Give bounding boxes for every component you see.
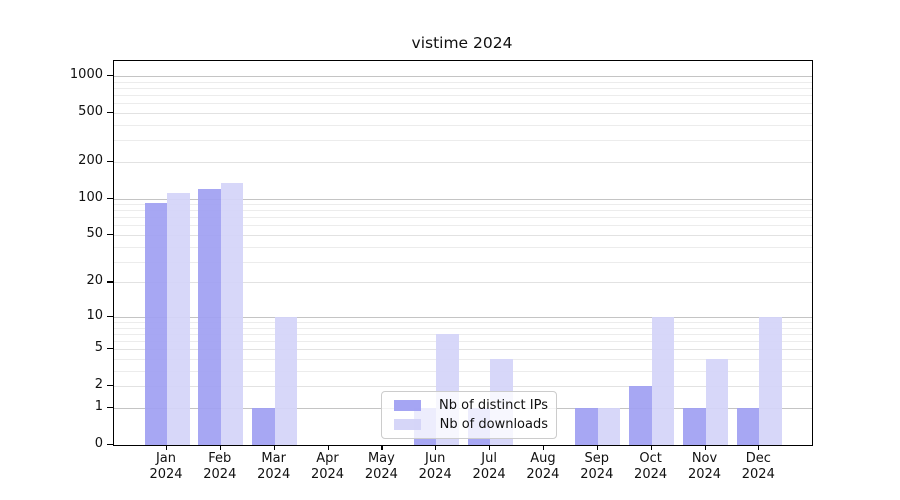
gridline-mid [114,161,812,163]
bar-downloads [759,316,782,445]
bar-distinct-ips [575,408,598,445]
x-tick-mark [704,445,706,450]
gridline-mid [114,282,812,284]
y-tick-label: 2 [94,377,103,393]
y-tick-mark [107,315,113,318]
gridline-minor [114,327,812,329]
gridline-minor [114,359,812,360]
y-tick-label: 50 [86,226,103,241]
gridline-minor [114,322,812,323]
gridline-minor [114,95,812,96]
y-tick-mark [107,160,113,162]
x-tick-mark [758,445,760,450]
x-tick-mark [381,445,383,450]
gridline-minor [114,246,812,248]
bar-distinct-ips [736,408,760,445]
gridline-mid [114,235,812,236]
x-tick-mark [219,445,221,450]
gridline-minor [114,140,812,142]
y-tick-mark [107,407,113,409]
bar-distinct-ips [683,408,706,445]
x-tick-mark [596,445,598,450]
gridline-minor [114,261,812,263]
bar-distinct-ips [252,408,275,445]
y-tick-label: 200 [78,152,103,168]
gridline-mid [114,112,812,114]
x-tick-label: Jan 2024 [149,451,183,482]
gridline-minor [114,81,812,83]
gridline-minor [114,210,812,212]
gridline-mid [114,386,812,388]
bar-downloads [274,316,298,445]
y-tick-mark [107,281,113,283]
x-tick-label: Sep 2024 [580,451,614,482]
gridline-minor [114,370,812,372]
legend-item-downloads: Nb of downloads [394,417,548,432]
x-tick-mark [542,445,545,450]
gridline-minor [114,87,812,89]
legend: Nb of distinct IPs Nb of downloads [381,391,557,439]
x-tick-label: Mar 2024 [257,451,291,482]
gridline-minor [114,204,812,205]
bar-downloads [597,408,621,445]
x-tick-mark [650,445,652,450]
x-tick-mark [273,445,275,450]
x-tick-label: May 2024 [364,451,398,482]
legend-label-downloads: Nb of downloads [439,417,548,432]
y-tick-mark [107,111,113,114]
chart-title: vistime 2024 [411,34,513,52]
y-tick-label: 10 [86,307,103,323]
y-tick-label: 0 [94,436,103,451]
x-tick-label: Oct 2024 [634,451,668,482]
y-tick-label: 1000 [69,66,103,82]
x-tick-label: Dec 2024 [741,451,775,482]
legend-swatch-distinct-ips [394,400,421,411]
x-tick-label: Feb 2024 [203,451,237,482]
gridline-minor [114,124,812,126]
x-tick-mark [327,445,329,450]
gridline-major [114,316,812,318]
bar-distinct-ips [629,386,652,445]
gridline-major [114,198,812,200]
x-tick-label: Jun 2024 [418,451,452,482]
gridline-minor [114,333,812,335]
bar-downloads [705,359,728,445]
y-tick-mark [107,234,113,236]
x-tick-mark [489,445,491,450]
y-tick-label: 5 [94,340,103,356]
bar-distinct-ips [144,202,167,445]
gridline-minor [114,103,812,105]
plot-area: Nb of distinct IPs Nb of downloads [113,60,813,446]
y-tick-mark [107,444,113,446]
bar-downloads [220,182,244,445]
y-tick-label: 1 [94,399,103,414]
legend-label-distinct-ips: Nb of distinct IPs [439,398,548,413]
gridline-mid [114,349,812,351]
x-tick-label: Nov 2024 [687,451,722,482]
y-tick-mark [107,348,113,350]
x-tick-mark [435,445,437,450]
x-tick-mark [166,445,168,450]
legend-swatch-downloads [394,419,421,430]
x-tick-label: Aug 2024 [526,451,560,482]
bar-distinct-ips [198,188,221,445]
gridline-minor [114,217,812,219]
y-tick-mark [107,74,113,77]
x-tick-label: Apr 2024 [310,451,345,482]
legend-item-distinct-ips: Nb of distinct IPs [394,398,548,413]
bar-downloads [167,193,190,445]
y-tick-mark [107,197,113,199]
gridline-minor [114,341,812,343]
y-tick-label: 500 [78,103,103,119]
y-tick-mark [107,385,113,387]
bar-downloads [651,316,675,445]
gridline-minor [114,225,812,227]
x-tick-label: Jul 2024 [472,451,506,482]
y-tick-label: 20 [86,273,103,289]
gridline-major [114,75,812,77]
y-tick-label: 100 [78,189,103,205]
